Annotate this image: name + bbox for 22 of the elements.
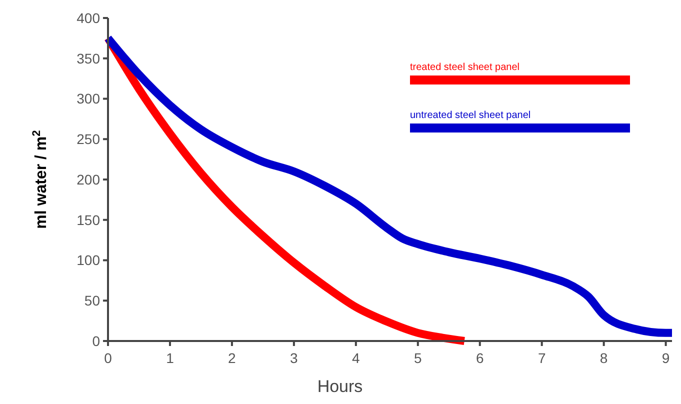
- y-tick-label: 400: [76, 10, 100, 26]
- y-tick-label: 250: [76, 131, 100, 148]
- x-tick-label: 3: [290, 350, 298, 366]
- x-tick-label: 8: [600, 350, 608, 366]
- y-tick-label: 150: [76, 212, 100, 228]
- y-tick-label: 50: [84, 292, 100, 309]
- x-tick-label: 2: [228, 350, 236, 366]
- text: untreated steel sheet panel: [410, 110, 531, 121]
- y-tick-label: 100: [76, 252, 100, 268]
- y-tick-label: 300: [76, 90, 100, 107]
- x-tick-label: 7: [538, 350, 546, 366]
- x-tick-label: 9: [662, 350, 670, 366]
- x-axis-title: Hours: [317, 377, 363, 396]
- x-tick-label: 5: [414, 350, 422, 366]
- x-tick-label: 0: [104, 350, 112, 366]
- x-tick-label: 1: [166, 350, 174, 366]
- y-tick-label: 0: [92, 332, 100, 349]
- text: treated steel sheet panel: [410, 62, 520, 73]
- x-tick-label: 4: [352, 350, 360, 366]
- y-tick-label: 350: [76, 50, 100, 66]
- y-tick-label: 200: [76, 171, 100, 188]
- x-tick-label: 6: [476, 350, 484, 366]
